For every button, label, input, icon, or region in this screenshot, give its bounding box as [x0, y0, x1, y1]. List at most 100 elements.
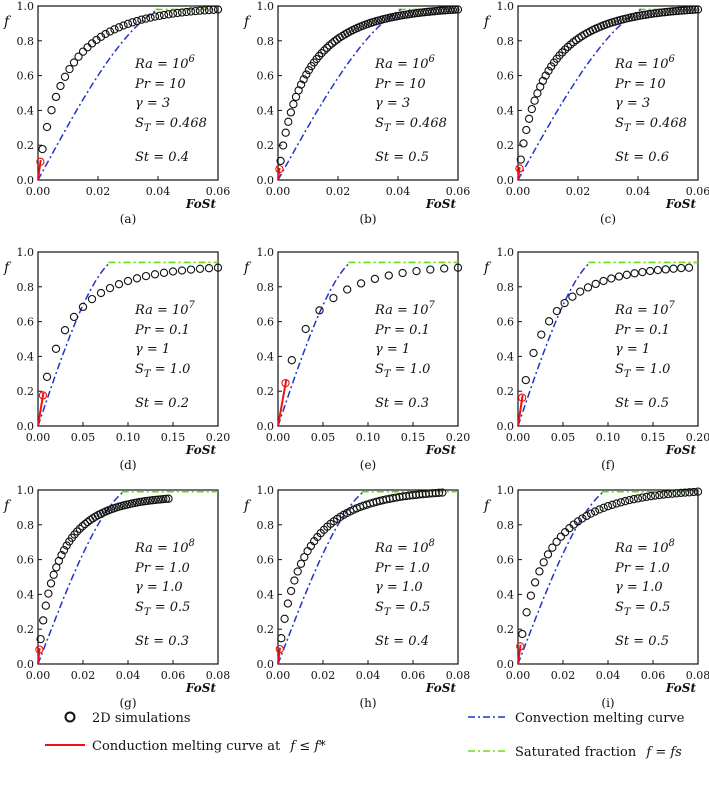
- convection-curve: [277, 261, 351, 427]
- panel-c: 0.0 0.2 0.4 0.6 0.8 1.0 0.00 0.02 0.04 0.06 f FoSt R…: [483, 0, 709, 226]
- parameter-label: γ = 1: [135, 342, 170, 357]
- axes-frame: [517, 5, 699, 181]
- simulation-point: [370, 274, 380, 284]
- exponent: 7: [189, 300, 196, 311]
- simulation-point: [529, 348, 538, 358]
- panel-caption: (h): [359, 696, 376, 710]
- simulation-point: [453, 263, 463, 272]
- simulation-point: [156, 495, 165, 504]
- simulation-point: [388, 494, 398, 503]
- simulation-point: [405, 491, 414, 500]
- simulation-point: [660, 8, 669, 17]
- simulation-point: [582, 511, 591, 521]
- simulation-point: [674, 6, 683, 15]
- simulation-point: [209, 5, 218, 14]
- x-tick-label: 0.06: [401, 669, 426, 682]
- legend-conduction-math: f ≤ f*: [289, 739, 326, 754]
- y-axis-label: f: [483, 260, 492, 276]
- simulation-point: [123, 276, 133, 286]
- panel-d: 0.0 0.2 0.4 0.6 0.8 1.0 0.00 0.05 0.10 0.15 0.20 f F…: [3, 246, 230, 472]
- parameter-label: ST = 1.0: [375, 362, 430, 380]
- simulation-point: [659, 490, 668, 499]
- y-tick-label: 0.8: [497, 281, 515, 294]
- value: = 0.468: [151, 116, 207, 131]
- y-tick-label: 0.2: [17, 139, 35, 152]
- simulation-point: [150, 12, 160, 21]
- y-tick-label: 0.6: [17, 316, 35, 329]
- simulation-point: [633, 494, 643, 503]
- simulation-point: [638, 493, 647, 502]
- x-axis-label: FoSt: [185, 681, 217, 695]
- y-tick-label: 0.4: [497, 104, 515, 117]
- simulation-point: [78, 522, 87, 531]
- simulation-series: [518, 487, 703, 639]
- simulation-point: [440, 6, 450, 15]
- simulation-point: [343, 285, 352, 294]
- parameter-label: St = 0.2: [135, 396, 189, 411]
- parameter-label: ST = 0.468: [135, 116, 207, 134]
- simulation-point: [629, 495, 638, 504]
- x-tick-label: 0.02: [566, 185, 591, 198]
- simulation-point: [530, 96, 539, 105]
- parameter-label: Ra = 108: [134, 538, 195, 556]
- subscript: T: [144, 607, 152, 618]
- simulation-point: [552, 537, 561, 546]
- simulation-point: [60, 326, 70, 335]
- simulation-point: [408, 491, 417, 500]
- simulation-point: [524, 114, 534, 123]
- exponent: 8: [669, 538, 675, 549]
- simulation-point: [685, 5, 694, 15]
- simulation-point: [75, 524, 84, 533]
- parameter-label: Pr = 1.0: [374, 561, 430, 576]
- simulation-point: [51, 344, 61, 353]
- simulation-point: [548, 543, 557, 552]
- simulation-point: [392, 493, 401, 502]
- simulation-point: [289, 100, 298, 109]
- conduction-curve: [37, 159, 42, 181]
- simulation-point: [356, 279, 366, 288]
- y-tick-label: 0.8: [17, 519, 35, 532]
- simulation-point: [159, 10, 169, 20]
- simulation-point: [141, 14, 151, 23]
- simulation-point: [47, 106, 56, 115]
- axes-frame: [37, 251, 219, 427]
- conduction-marker: [275, 164, 284, 174]
- y-tick-label: 0.2: [497, 623, 515, 636]
- simulation-point: [560, 528, 570, 537]
- simulation-point: [693, 5, 703, 14]
- x-tick-label: 0.04: [386, 185, 411, 198]
- subscript: T: [384, 123, 392, 134]
- simulation-point: [415, 490, 424, 499]
- y-tick-label: 0.6: [17, 554, 35, 567]
- parameter-label: Pr = 0.1: [614, 323, 670, 338]
- y-tick-label: 1.0: [17, 484, 35, 497]
- simulation-point: [669, 264, 678, 273]
- simulation-series: [38, 5, 223, 154]
- x-axis-label: FoSt: [425, 197, 457, 211]
- simulation-point: [293, 567, 302, 576]
- simulation-point: [284, 117, 293, 126]
- simulation-point: [677, 6, 686, 15]
- simulation-point: [87, 294, 97, 304]
- parameter-label: γ = 3: [135, 96, 170, 111]
- simulation-point: [59, 545, 69, 555]
- svg-text:Conduction melting curve at: Conduction melting curve at f ≤ f*: [92, 739, 326, 754]
- parameter-label: St = 0.6: [615, 150, 669, 165]
- parameter-label: St = 0.5: [615, 634, 669, 649]
- y-axis-label: f: [3, 260, 12, 276]
- x-tick-label: 0.06: [161, 669, 186, 682]
- simulation-point: [521, 375, 530, 385]
- simulation-point: [693, 487, 703, 496]
- conduction-curve: [517, 394, 524, 427]
- y-tick-label: 0.8: [17, 35, 35, 48]
- simulation-point: [327, 39, 337, 48]
- simulation-point: [671, 6, 680, 16]
- simulation-point: [556, 532, 566, 541]
- parameter-label: γ = 1.0: [615, 580, 663, 595]
- parameter-label: Ra = 107: [614, 300, 676, 318]
- x-tick-label: 0.15: [161, 431, 186, 444]
- simulation-series: [516, 5, 703, 164]
- panel-b: 0.0 0.2 0.4 0.6 0.8 1.0 0.00 0.02 0.04 0.06 f FoSt R…: [243, 0, 470, 226]
- simulation-point: [46, 579, 56, 588]
- y-tick-label: 1.0: [497, 0, 515, 13]
